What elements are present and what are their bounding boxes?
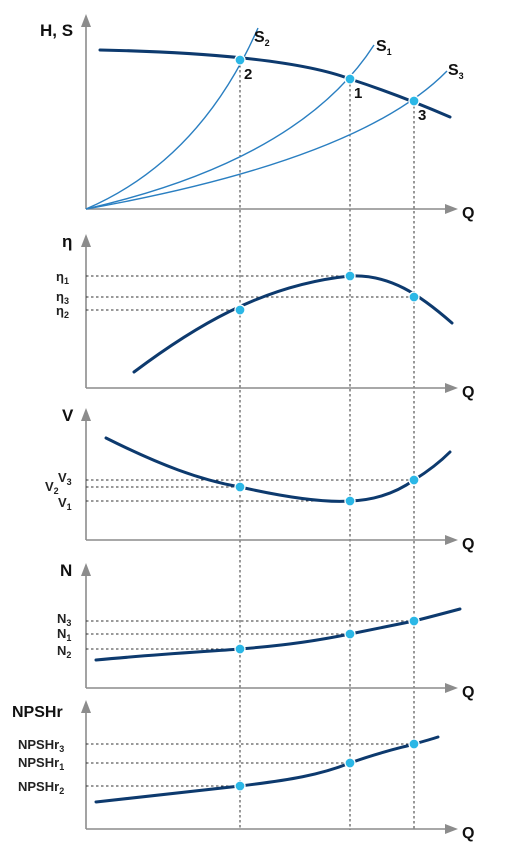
panel-power: N Q N3 N1 N2 [57, 561, 474, 701]
vibration-curve [104, 436, 452, 503]
curve-label-s1: S1 [376, 38, 392, 57]
y-axis-arrow-icon [81, 700, 91, 713]
panel-head-system: H, S Q S2 S1 S3 2 1 3 [40, 14, 474, 222]
vibration-point-3 [408, 474, 420, 486]
x-axis-arrow-icon [445, 824, 458, 834]
x-axis-label: Q [462, 825, 474, 842]
x-axis-label: Q [462, 536, 474, 553]
tick-npsh2: NPSHr2 [18, 779, 64, 796]
point-label-2: 2 [244, 66, 252, 83]
y-axis-arrow-icon [81, 563, 91, 576]
operating-point-guides [239, 60, 415, 830]
tick-v2: V2 [45, 479, 59, 496]
npshr-point-3 [408, 738, 420, 750]
npshr-curve [94, 735, 440, 804]
panel-vibration: V Q V3 V2 V1 [45, 406, 474, 553]
point-label-1: 1 [354, 85, 362, 102]
vibration-point-2 [234, 481, 246, 493]
power-point-2 [234, 643, 246, 655]
vibration-point-1 [344, 495, 356, 507]
y-axis-label: η [62, 232, 72, 251]
operating-point-2 [234, 54, 246, 66]
tick-npsh3: NPSHr3 [18, 737, 64, 754]
npshr-point-1 [344, 757, 356, 769]
y-axis-label: V [62, 406, 74, 425]
panel-efficiency: η Q η1 η3 η2 [56, 232, 474, 401]
tick-n3: N3 [57, 611, 71, 628]
y-axis-label: N [60, 561, 72, 580]
efficiency-point-3 [408, 291, 420, 303]
x-axis-arrow-icon [445, 535, 458, 545]
x-axis-arrow-icon [445, 383, 458, 393]
x-axis-arrow-icon [445, 204, 458, 214]
tick-v3: V3 [58, 470, 72, 487]
y-axis-arrow-icon [81, 234, 91, 247]
operating-point-3 [408, 95, 420, 107]
point-label-3: 3 [418, 107, 426, 124]
x-axis-label: Q [462, 205, 474, 222]
pump-head-curve [98, 48, 452, 119]
x-axis-arrow-icon [445, 683, 458, 693]
tick-n2: N2 [57, 643, 71, 660]
efficiency-point-2 [234, 304, 246, 316]
panel-npshr: NPSHr Q NPSHr3 NPSHr1 NPSHr2 [12, 700, 474, 842]
tick-npsh1: NPSHr1 [18, 755, 64, 772]
tick-n1: N1 [57, 626, 71, 643]
y-axis-arrow-icon [81, 408, 91, 421]
efficiency-point-1 [344, 270, 356, 282]
efficiency-curve [132, 274, 454, 374]
operating-point-1 [344, 73, 356, 85]
tick-eta3: η3 [56, 289, 69, 306]
tick-v1: V1 [58, 495, 72, 512]
npshr-point-2 [234, 780, 246, 792]
curve-label-s2: S2 [254, 29, 270, 48]
y-axis-arrow-icon [81, 14, 91, 27]
x-axis-label: Q [462, 684, 474, 701]
y-axis-label: NPSHr [12, 704, 63, 721]
system-curve-s2 [85, 27, 259, 210]
tick-eta2: η2 [56, 303, 69, 320]
tick-eta1: η1 [56, 269, 69, 286]
x-axis-label: Q [462, 384, 474, 401]
y-axis-label: H, S [40, 21, 73, 40]
system-curve-s3 [85, 70, 448, 210]
curve-label-s3: S3 [448, 62, 464, 81]
system-curve-s1 [85, 44, 375, 210]
power-point-1 [344, 628, 356, 640]
power-point-3 [408, 615, 420, 627]
